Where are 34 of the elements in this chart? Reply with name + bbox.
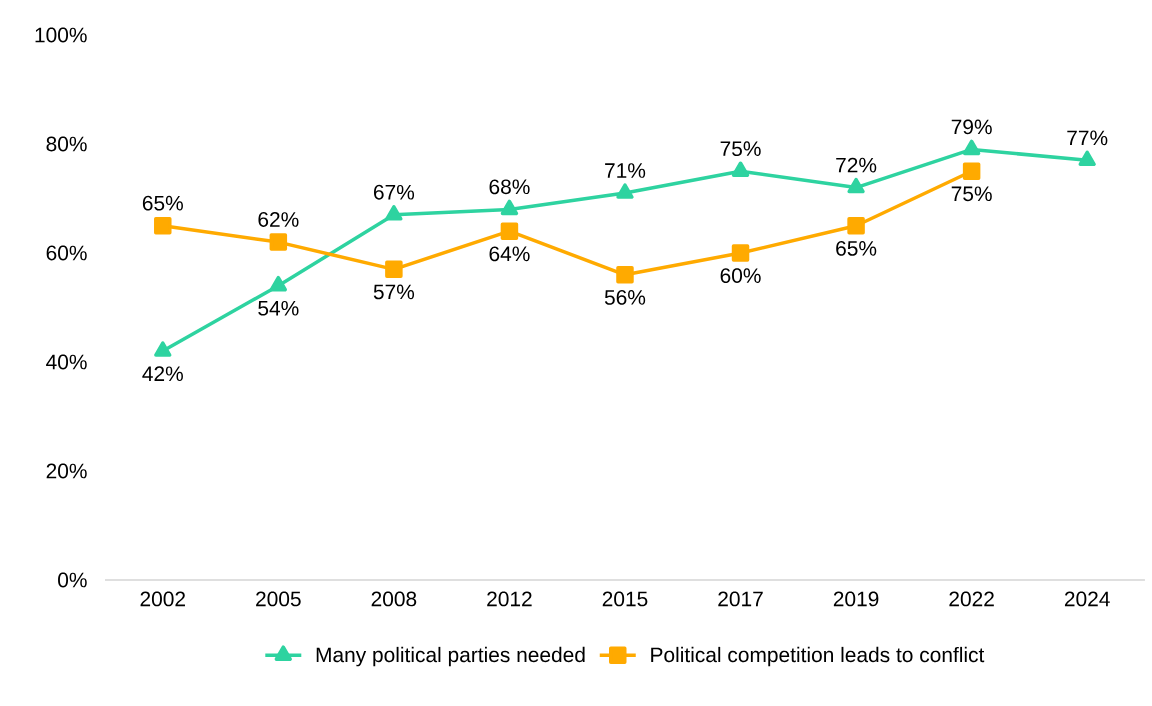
data-label: 42% xyxy=(142,366,183,382)
x-tick-label: 2022 xyxy=(949,591,994,607)
data-label: 62% xyxy=(258,212,299,227)
x-tick-label: 2019 xyxy=(833,591,879,607)
y-tick-label: 100% xyxy=(35,27,87,43)
x-tick-label: 2002 xyxy=(140,591,185,607)
data-label: 60% xyxy=(720,268,761,284)
data-label: 57% xyxy=(373,284,415,300)
data-label: 65% xyxy=(142,195,183,211)
x-tick-label: 2015 xyxy=(602,591,648,607)
legend-label: Many political parties needed xyxy=(316,646,585,667)
data-label: 65% xyxy=(836,240,877,256)
data-label: 64% xyxy=(489,246,530,262)
data-label: 68% xyxy=(489,179,530,195)
y-tick-label: 60% xyxy=(46,245,87,261)
legend-label: Political competition leads to conflict xyxy=(651,646,985,667)
x-tick-label: 2012 xyxy=(487,591,532,607)
x-tick-label: 2017 xyxy=(718,591,763,607)
x-tick-label: 2005 xyxy=(256,591,301,607)
y-tick-label: 20% xyxy=(46,463,87,479)
data-label: 54% xyxy=(258,300,299,316)
data-label: 71% xyxy=(605,163,646,178)
y-tick-label: 0% xyxy=(58,572,87,588)
data-label: 75% xyxy=(951,186,992,202)
y-tick-label: 80% xyxy=(46,136,87,152)
x-tick-label: 2024 xyxy=(1064,591,1110,607)
data-label: 56% xyxy=(604,289,646,305)
data-label: 77% xyxy=(1067,130,1108,146)
y-tick-label: 40% xyxy=(46,354,87,370)
data-label: 72% xyxy=(836,157,877,173)
x-tick-label: 2008 xyxy=(371,591,417,607)
data-label: 75% xyxy=(720,141,761,157)
data-label: 67% xyxy=(374,184,415,200)
data-label: 79% xyxy=(951,119,992,135)
